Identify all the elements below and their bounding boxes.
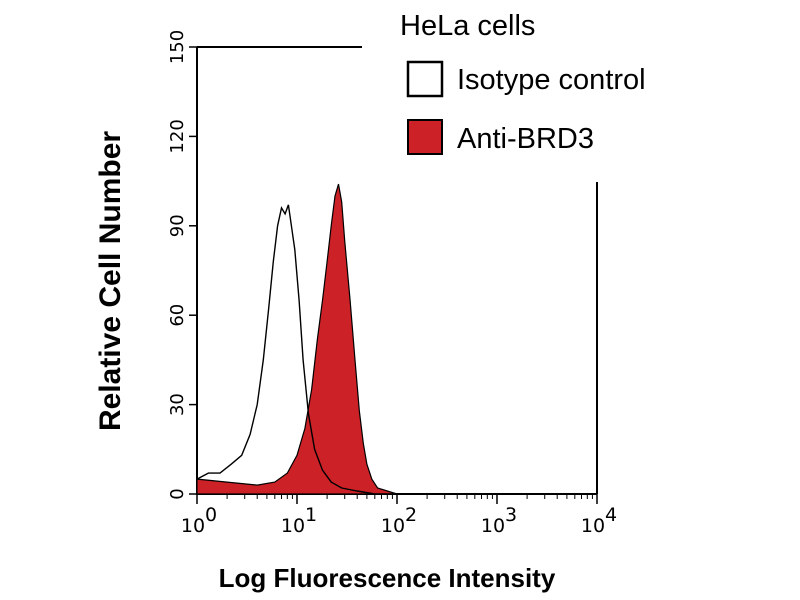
x-tick-label: 10 [381,515,405,537]
x-axis-label: Log Fluorescence Intensity [219,563,556,593]
y-axis-label: Relative Cell Number [94,131,127,431]
y-tick-label: 90 [167,214,188,237]
legend-label-isotype-control: Isotype control [457,64,646,96]
x-tick-label: 10 [581,515,605,537]
y-tick-label: 30 [167,393,188,416]
y-tick-label: 0 [167,488,188,499]
x-tick-exponent: 4 [605,504,617,526]
legend-label-anti-brd3: Anti-BRD3 [457,123,594,155]
y-tick-label: 60 [167,304,188,327]
x-tick-exponent: 0 [205,504,217,526]
x-tick-exponent: 3 [505,504,517,526]
histogram-isotype-control [196,204,597,495]
x-tick-exponent: 1 [305,504,317,526]
chart-title: HeLa cells [400,10,535,42]
y-tick-label: 150 [167,30,188,64]
series-layer [196,183,597,495]
x-tick-exponent: 2 [405,504,417,526]
legend-swatch-isotype-control [406,60,444,98]
x-tick-label: 10 [481,515,505,537]
x-tick-label: 10 [281,515,305,537]
x-ticks: 10 0 10 1 10 2 10 3 10 4 [181,494,617,537]
y-ticks: 0 30 60 90 120 150 [167,30,197,500]
histogram-anti-brd3 [196,183,597,495]
legend: HeLa cells Isotype control Anti-BRD3 [400,10,646,155]
y-tick-label: 120 [167,119,188,153]
legend-swatch-anti-brd3 [407,119,443,155]
x-tick-label: 10 [181,515,205,537]
